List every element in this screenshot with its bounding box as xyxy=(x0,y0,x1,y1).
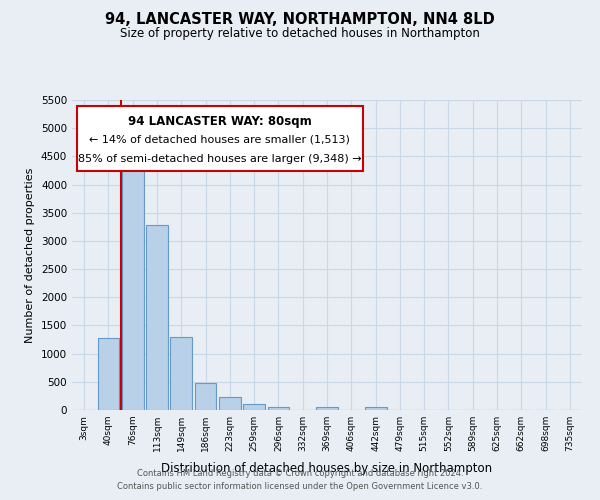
Text: Contains HM Land Registry data © Crown copyright and database right 2024.: Contains HM Land Registry data © Crown c… xyxy=(137,468,463,477)
Bar xyxy=(146,225,168,410)
Text: ← 14% of detached houses are smaller (1,513): ← 14% of detached houses are smaller (1,… xyxy=(89,134,350,144)
Text: 94 LANCASTER WAY: 80sqm: 94 LANCASTER WAY: 80sqm xyxy=(128,116,312,128)
Bar xyxy=(219,397,241,410)
Bar xyxy=(268,406,289,410)
Bar xyxy=(122,168,143,410)
Bar xyxy=(170,338,192,410)
X-axis label: Distribution of detached houses by size in Northampton: Distribution of detached houses by size … xyxy=(161,462,493,475)
Bar xyxy=(316,407,338,410)
Y-axis label: Number of detached properties: Number of detached properties xyxy=(25,168,35,342)
Text: Size of property relative to detached houses in Northampton: Size of property relative to detached ho… xyxy=(120,28,480,40)
Bar xyxy=(97,338,119,410)
Bar xyxy=(194,383,217,410)
Text: Contains public sector information licensed under the Open Government Licence v3: Contains public sector information licen… xyxy=(118,482,482,491)
Text: 85% of semi-detached houses are larger (9,348) →: 85% of semi-detached houses are larger (… xyxy=(78,154,362,164)
FancyBboxPatch shape xyxy=(77,106,363,172)
Text: 94, LANCASTER WAY, NORTHAMPTON, NN4 8LD: 94, LANCASTER WAY, NORTHAMPTON, NN4 8LD xyxy=(105,12,495,28)
Bar xyxy=(365,407,386,410)
Bar xyxy=(243,404,265,410)
